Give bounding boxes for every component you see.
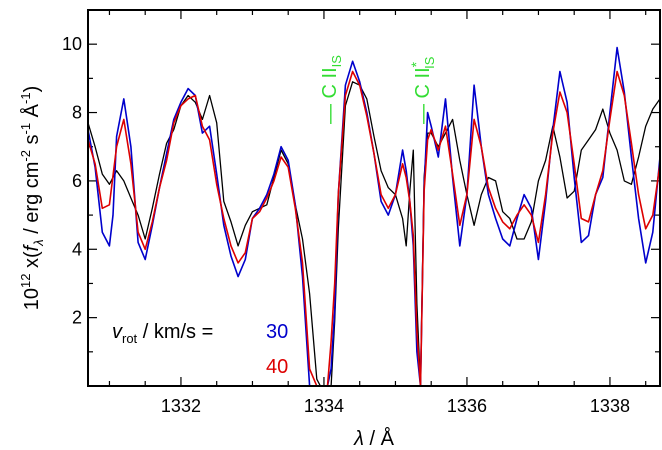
- y-label-var: f: [21, 243, 43, 251]
- y-label-sup: -1: [18, 92, 33, 104]
- y-tick-label: 4: [72, 239, 82, 259]
- x-tick-label: 1334: [304, 396, 344, 416]
- y-label-sub: λ: [31, 239, 46, 246]
- x-tick-label: 1332: [161, 396, 201, 416]
- y-label-part: ): [21, 86, 43, 93]
- y-tick-label: 8: [72, 103, 82, 123]
- y-tick-label: 10: [62, 34, 82, 54]
- x-axis-label: λ / Å: [353, 427, 395, 450]
- y-label-part: x(: [21, 251, 43, 274]
- y-label-sup: -2: [18, 150, 33, 162]
- plot-frame: [87, 9, 661, 387]
- legend-entry-30: 30: [266, 321, 288, 343]
- legend-title: vrot / km/s =: [112, 321, 213, 346]
- y-axis-label: 1012 x(fλ / erg cm-2 s-1 Å-1): [18, 86, 46, 311]
- tick-labels: 1332 1334 1336 1338 2 4 6 8 10: [62, 34, 630, 416]
- x-tick-label: 1336: [447, 396, 487, 416]
- y-label-part: Å: [20, 103, 43, 123]
- y-label-part: / erg cm: [21, 162, 43, 240]
- y-label-sup: 12: [18, 274, 33, 288]
- observed-spectrum-line: [88, 81, 660, 386]
- series-group: [88, 46, 660, 386]
- legend-var: v: [112, 321, 123, 343]
- model-40-line: [88, 70, 660, 386]
- x-axis-label-symbol: λ: [353, 428, 364, 450]
- annotation-label: — C IIIS: [319, 55, 344, 124]
- y-tick-label: 2: [72, 308, 82, 328]
- x-tick-label: 1338: [590, 396, 630, 416]
- annotation-label: — C II*IS: [408, 56, 437, 124]
- x-axis-label-unit: / Å: [364, 427, 395, 450]
- legend-entry-40: 40: [266, 356, 288, 378]
- annotations: — C IIIS — C II*IS: [319, 55, 437, 124]
- y-tick-label: 6: [72, 171, 82, 191]
- legend-var-sub: rot: [122, 331, 138, 346]
- y-label-part: 10: [21, 288, 43, 310]
- y-label-part: s: [21, 134, 43, 150]
- legend-unit: / km/s =: [137, 321, 213, 343]
- y-label-sup: -1: [18, 123, 33, 135]
